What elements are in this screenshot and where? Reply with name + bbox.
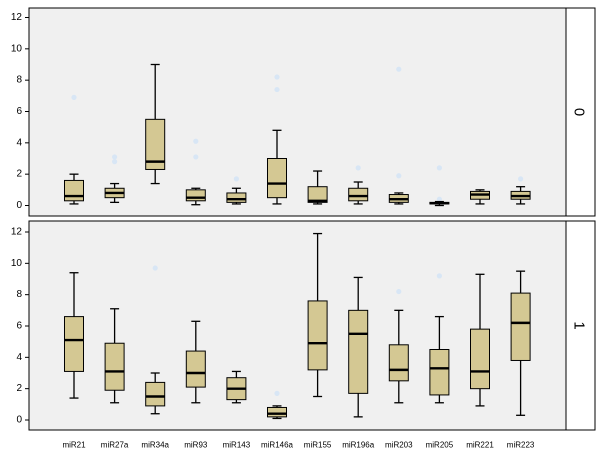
outlier-point bbox=[436, 196, 442, 202]
facet-strip bbox=[565, 220, 596, 431]
box-iqr bbox=[388, 344, 409, 382]
box-iqr bbox=[267, 158, 287, 199]
y-tick-label: 10 bbox=[11, 258, 23, 269]
outlier-point bbox=[518, 176, 524, 182]
box-iqr bbox=[348, 309, 369, 394]
box-mir196a bbox=[348, 276, 369, 418]
outlier-point bbox=[274, 86, 280, 93]
box-mir93 bbox=[185, 320, 206, 404]
x-tick-label: miR155 bbox=[304, 441, 332, 450]
x-tick-label: miR196a bbox=[342, 441, 375, 450]
facet-panel-0: 0 0 2 4 6 8 10 12 bbox=[11, 7, 596, 217]
x-tick-labels: miR21 miR27a miR34a miR93 miR143 miR146a miR15… bbox=[62, 441, 534, 450]
box-mir155 bbox=[307, 232, 328, 398]
y-tick-label: 6 bbox=[16, 106, 22, 117]
outlier-point bbox=[274, 74, 280, 80]
y-tick-label: 4 bbox=[16, 352, 22, 363]
box-mir143 bbox=[226, 370, 247, 404]
outlier-point bbox=[355, 165, 361, 171]
box-mir223 bbox=[510, 176, 531, 205]
facet-label: 0 bbox=[571, 108, 588, 116]
box-mir205 bbox=[429, 165, 450, 207]
y-tick-label: 10 bbox=[11, 43, 23, 54]
box-mir93 bbox=[185, 138, 206, 206]
outlier-point bbox=[193, 138, 199, 144]
box-mir221 bbox=[470, 273, 490, 407]
y-tick-label: 2 bbox=[16, 383, 22, 394]
x-tick-label: miR93 bbox=[184, 441, 208, 450]
y-tick-label: 8 bbox=[16, 75, 22, 86]
box-iqr bbox=[185, 350, 206, 388]
outlier-point bbox=[193, 154, 199, 160]
box-iqr bbox=[267, 406, 287, 418]
facet-strip bbox=[565, 7, 596, 217]
box-mir221 bbox=[470, 189, 490, 205]
box-mir146a bbox=[267, 74, 287, 205]
facet-label: 1 bbox=[571, 321, 588, 329]
x-tick-label: miR203 bbox=[385, 441, 413, 450]
box-mir146a bbox=[267, 390, 287, 420]
box-iqr bbox=[145, 381, 166, 407]
box-mir155 bbox=[307, 170, 328, 205]
y-tick-label: 4 bbox=[16, 137, 22, 148]
box-mir203 bbox=[388, 66, 409, 205]
x-tick-label: miR205 bbox=[426, 441, 454, 450]
y-tick-label: 8 bbox=[16, 289, 22, 300]
y-tick-label: 0 bbox=[16, 200, 22, 211]
panel-background bbox=[28, 7, 567, 217]
box-mir203 bbox=[388, 288, 409, 404]
outlier-point bbox=[152, 265, 158, 271]
box-iqr bbox=[185, 189, 206, 202]
outlier-point bbox=[396, 173, 402, 179]
box-iqr bbox=[226, 192, 247, 203]
outlier-point bbox=[112, 154, 118, 160]
x-tick-label: miR223 bbox=[507, 441, 535, 450]
panel-background bbox=[28, 220, 567, 431]
box-mir196a bbox=[348, 165, 369, 205]
y-tick-label: 2 bbox=[16, 169, 22, 180]
outlier-point bbox=[436, 273, 442, 279]
box-iqr bbox=[470, 328, 490, 390]
box-mir223 bbox=[510, 270, 531, 416]
x-tick-label: miR27a bbox=[101, 441, 129, 450]
box-iqr bbox=[64, 316, 84, 372]
x-tick-label: miR143 bbox=[223, 441, 251, 450]
box-mir27a bbox=[104, 154, 125, 204]
box-iqr bbox=[104, 342, 125, 391]
box-iqr bbox=[348, 187, 369, 202]
box-iqr bbox=[429, 349, 450, 396]
outlier-point bbox=[112, 159, 118, 165]
box-mir21 bbox=[64, 94, 84, 205]
outlier-point bbox=[233, 176, 239, 182]
outlier-point bbox=[71, 94, 77, 100]
y-tick-label: 12 bbox=[11, 12, 23, 23]
outlier-point bbox=[396, 66, 402, 72]
box-mir205 bbox=[429, 273, 450, 404]
x-tick-label: miR34a bbox=[141, 441, 169, 450]
outlier-point bbox=[396, 288, 402, 295]
box-mir143 bbox=[226, 176, 247, 205]
x-tick-label: miR21 bbox=[62, 441, 86, 450]
box-mir21 bbox=[64, 272, 84, 399]
x-tick-label: miR146a bbox=[261, 441, 294, 450]
y-tick-label: 12 bbox=[11, 227, 23, 238]
box-iqr bbox=[64, 179, 84, 202]
outlier-point bbox=[274, 390, 280, 396]
outlier-point bbox=[436, 165, 442, 171]
box-mir34a bbox=[145, 63, 166, 185]
box-mir34a bbox=[145, 265, 166, 415]
box-iqr bbox=[307, 186, 328, 203]
box-iqr bbox=[510, 292, 531, 361]
box-iqr bbox=[307, 300, 328, 371]
y-tick-label: 6 bbox=[16, 321, 22, 332]
box-mir27a bbox=[104, 308, 125, 404]
y-tick-label: 0 bbox=[16, 415, 22, 426]
x-tick-label: miR221 bbox=[466, 441, 494, 450]
box-iqr bbox=[145, 118, 166, 170]
